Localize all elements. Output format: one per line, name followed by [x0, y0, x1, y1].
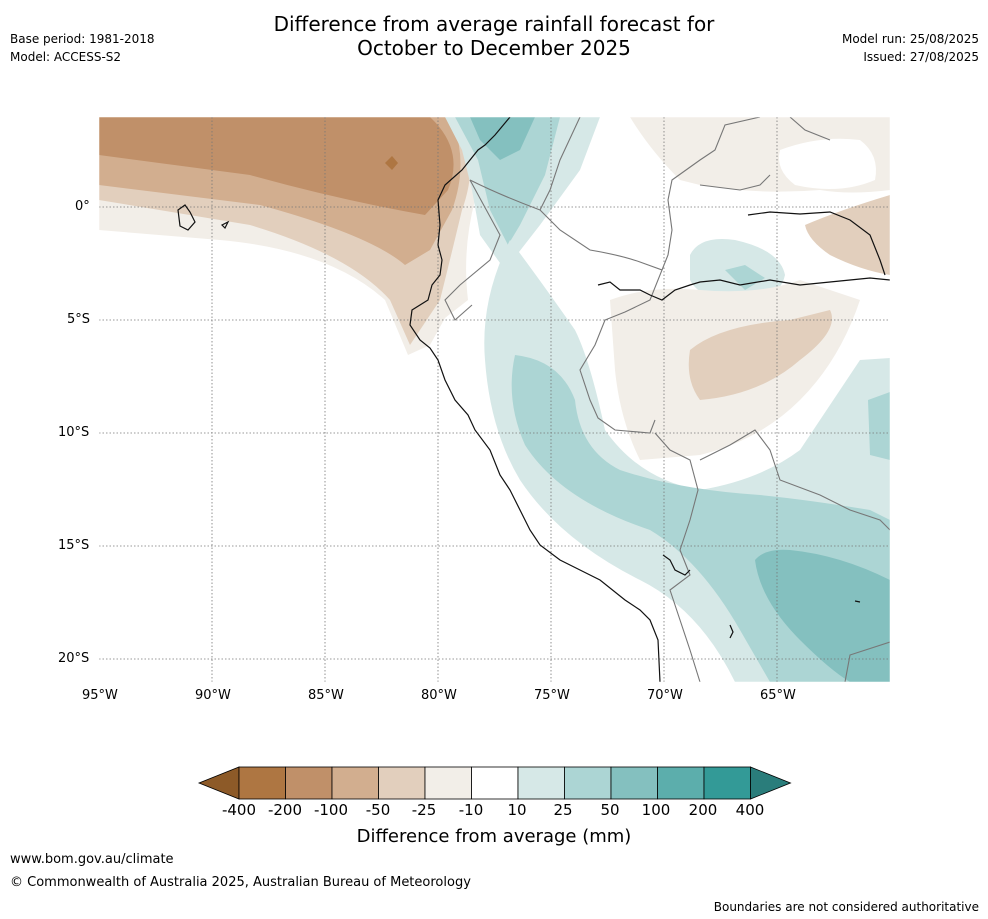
colorbar-label-25: 25 — [553, 801, 573, 819]
colorbar-label-10: 10 — [507, 801, 527, 819]
colorbar-extend-low — [197, 766, 240, 800]
base-period: Base period: 1981-2018 — [10, 32, 155, 46]
map-title: Difference from average rainfall forecas… — [0, 12, 988, 60]
lat-label-20s: 20°S — [58, 651, 90, 666]
lon-label-80w: 80°W — [421, 688, 457, 703]
dry-amazon-25 — [688, 310, 832, 400]
lon-label-95w: 95°W — [82, 688, 118, 703]
lat-label-5s: 5°S — [67, 312, 91, 327]
colorbar-swatch — [517, 766, 565, 800]
wet-north-100 — [470, 117, 535, 160]
lat-label-10s: 10°S — [58, 425, 90, 440]
colorbar-swatch — [564, 766, 612, 800]
colorbar-swatch — [610, 766, 658, 800]
colorbar-label-neg10: -10 — [458, 801, 484, 819]
lon-label-85w: 85°W — [308, 688, 344, 703]
colorbar-label-neg200: -200 — [267, 801, 303, 819]
coastlines — [177, 117, 890, 682]
colorbar-label-neg50: -50 — [365, 801, 391, 819]
wet-east-50 — [868, 392, 890, 460]
colorbar — [197, 766, 792, 800]
gridlines — [99, 117, 890, 682]
dry-zone-100 — [99, 117, 454, 215]
colorbar-swatch — [471, 766, 519, 800]
colorbar-label-200: 200 — [688, 801, 718, 819]
colorbar-swatch — [238, 766, 286, 800]
colorbar-label-neg25: -25 — [411, 801, 437, 819]
model-run-date: Model run: 25/08/2025 — [841, 32, 979, 46]
colorbar-swatch — [657, 766, 705, 800]
copyright-text: © Commonwealth of Australia 2025, Austra… — [10, 875, 471, 890]
colorbar-extend-high — [750, 766, 792, 800]
colorbar-label-100: 100 — [641, 801, 671, 819]
colorbar-label-50: 50 — [600, 801, 620, 819]
website-link[interactable]: www.bom.gov.au/climate — [10, 852, 174, 867]
dry-spot-200 — [385, 156, 398, 170]
lon-label-90w: 90°W — [195, 688, 231, 703]
white-ne-hole — [779, 138, 876, 189]
colorbar-swatch — [331, 766, 379, 800]
wet-north-50 — [455, 117, 560, 245]
wet-south-100 — [755, 549, 890, 682]
colorbar-label-neg100: -100 — [313, 801, 349, 819]
wet-amazon-50 — [725, 265, 765, 290]
title-line-2: October to December 2025 — [357, 36, 631, 60]
colorbar-swatch — [285, 766, 333, 800]
dry-ne-25 — [805, 195, 890, 275]
colorbar-swatch — [703, 766, 751, 800]
title-line-1: Difference from average rainfall forecas… — [273, 12, 715, 36]
colorbar-label-neg400: -400 — [221, 801, 257, 819]
lat-label-15s: 15°S — [58, 538, 90, 553]
disclaimer-text: Boundaries are not considered authoritat… — [713, 900, 979, 914]
map-shading — [99, 117, 890, 682]
lon-label-70w: 70°W — [647, 688, 683, 703]
colorbar-title: Difference from average (mm) — [356, 826, 632, 847]
colorbar-label-400: 400 — [735, 801, 765, 819]
lon-label-65w: 65°W — [760, 688, 796, 703]
lon-label-75w: 75°W — [534, 688, 570, 703]
issued-date: Issued: 27/08/2025 — [863, 50, 979, 64]
colorbar-swatch — [424, 766, 472, 800]
lat-label-0: 0° — [75, 199, 90, 214]
country-borders — [444, 117, 890, 682]
model-name: Model: ACCESS-S2 — [10, 50, 122, 64]
colorbar-swatch — [378, 766, 426, 800]
